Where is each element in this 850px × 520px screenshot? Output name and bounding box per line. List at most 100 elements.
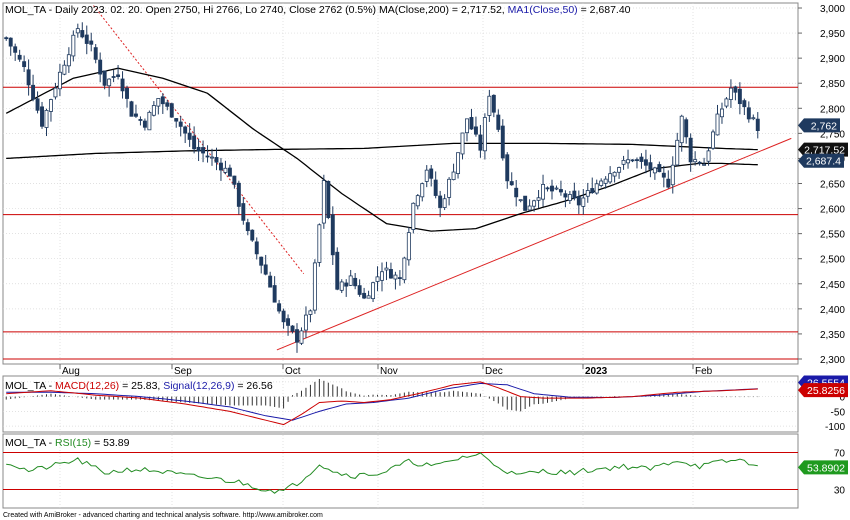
candle-body	[4, 37, 9, 40]
candle-body	[375, 276, 380, 282]
candle-body	[711, 131, 715, 149]
candle-body	[223, 167, 228, 173]
candle-body	[84, 34, 89, 44]
price-y-tick-label: 2,550	[820, 230, 845, 241]
candle-body	[550, 185, 554, 192]
candle-body	[93, 47, 98, 60]
candle-body	[652, 167, 657, 174]
macd-line	[6, 381, 758, 426]
candle-body	[411, 202, 416, 230]
candle-body	[679, 115, 684, 144]
macd-title-signal: Signal(12,26,9)	[163, 380, 234, 392]
downtrend-line	[93, 5, 305, 275]
candle-body	[429, 168, 434, 179]
candle-body	[53, 87, 58, 98]
candle-body	[384, 267, 389, 271]
candle-body	[371, 282, 376, 300]
candle-body	[742, 100, 747, 108]
ma50-badge-text: 2,687.4	[806, 156, 841, 168]
candle-body	[169, 103, 174, 118]
price-y-tick-label: 2,750	[820, 129, 845, 140]
candle-body	[733, 86, 738, 93]
candle-body	[635, 159, 639, 162]
macd-indicator	[5, 378, 759, 426]
macd-badge: 25.8256	[798, 383, 848, 398]
candle-body	[514, 187, 519, 198]
grid	[3, 3, 798, 508]
candle-body	[40, 106, 44, 127]
candle-body	[473, 126, 478, 135]
candle-body	[272, 285, 277, 303]
candle-body	[599, 180, 604, 186]
candle-body	[174, 118, 179, 122]
candle-body	[724, 98, 729, 107]
candle-body	[603, 178, 608, 184]
candle-body	[424, 169, 429, 182]
candle-body	[478, 134, 483, 151]
candle-body	[666, 178, 671, 188]
candle-body	[648, 162, 653, 170]
candle-body	[335, 251, 340, 290]
candle-body	[299, 330, 304, 344]
candle-body	[111, 76, 116, 78]
rsi-badge-bg	[798, 460, 848, 475]
rsi-y-tick-label: 70	[834, 449, 846, 460]
candle-body	[393, 274, 398, 280]
rsi-title-suffix: = 53.89	[91, 437, 129, 449]
candle-body	[388, 269, 393, 279]
candle-body	[160, 96, 165, 105]
candle-body	[281, 310, 286, 323]
candle-body	[558, 189, 563, 193]
rsi-pane-title: MOL_TA - RSI(15) = 53.89	[5, 437, 130, 449]
candle-body	[125, 87, 129, 99]
candle-body	[594, 183, 599, 194]
candle-body	[259, 256, 264, 266]
candle-body	[308, 310, 313, 315]
month-label: Feb	[695, 366, 713, 377]
candle-body	[142, 120, 147, 128]
candle-body	[563, 193, 568, 198]
candle-body	[626, 159, 631, 164]
candle-body	[460, 132, 465, 155]
candle-body	[465, 118, 469, 134]
month-label: Dec	[485, 366, 503, 377]
candle-body	[321, 180, 326, 224]
candle-body	[245, 222, 250, 232]
uptrend-line	[276, 137, 792, 351]
candle-body	[129, 101, 134, 117]
candle-body	[232, 175, 237, 185]
candle-body	[751, 117, 756, 120]
candle-body	[62, 64, 67, 75]
candle-body	[715, 113, 720, 136]
candle-body	[608, 173, 613, 183]
rsi-title-rsi: RSI(15)	[55, 437, 91, 449]
rsi-title-prefix: MOL_TA -	[5, 437, 55, 449]
candle-body	[116, 74, 121, 77]
trendlines	[93, 5, 792, 351]
candle-body	[214, 157, 219, 163]
candle-body	[344, 282, 349, 287]
candle-body	[17, 54, 22, 60]
rsi-y-tick-label: 30	[834, 486, 846, 497]
ma200-badge-bg	[798, 142, 848, 157]
rsi-indicator	[3, 452, 798, 494]
candle-body	[643, 159, 648, 166]
price-y-tick-label: 2,450	[820, 280, 845, 291]
rsi-pane-frame	[2, 433, 799, 509]
macd-pane-frame	[2, 375, 799, 433]
candle-body	[66, 54, 71, 67]
candle-body	[567, 194, 572, 201]
value-badges: 2,7622,717.522,687.426.555425.825653.890…	[798, 118, 848, 475]
close-price-badge-bg	[798, 118, 840, 133]
ma200-line	[6, 142, 758, 160]
price-y-tick-label: 2,900	[820, 54, 845, 65]
candle-body	[326, 180, 331, 219]
candle-body	[156, 98, 161, 107]
candle-body	[491, 94, 496, 113]
candle-body	[277, 303, 282, 312]
candle-body	[590, 188, 595, 194]
price-title-main: MOL_TA - Daily 2023. 02. 20. Open 2750, …	[5, 4, 508, 16]
footer-credit: Created with AmiBroker - advanced charti…	[3, 512, 323, 519]
